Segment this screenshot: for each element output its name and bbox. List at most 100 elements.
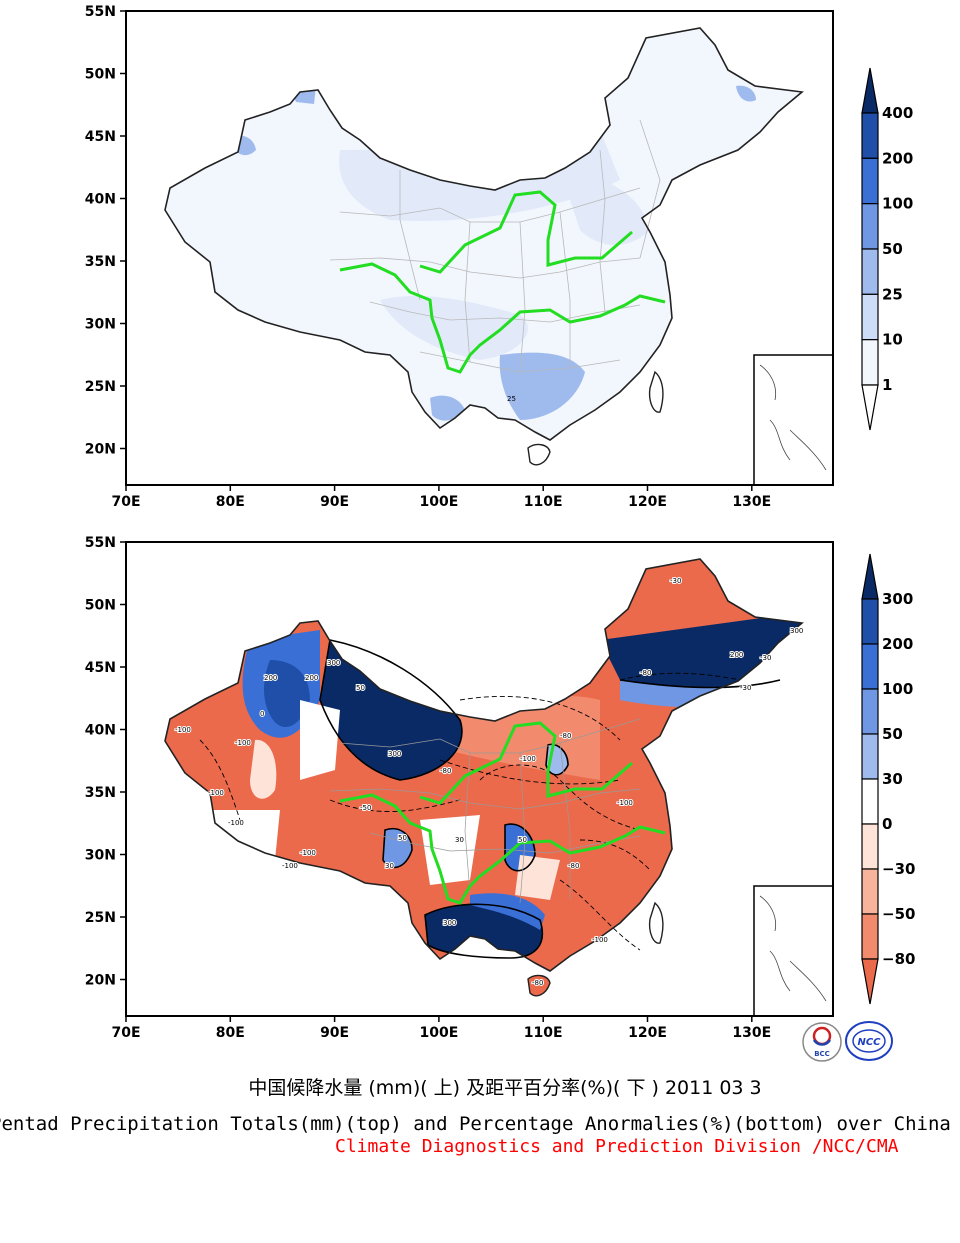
top-lon-label: 120E bbox=[628, 494, 667, 510]
top-lat-label: 35N bbox=[85, 254, 116, 270]
top-lon-label: 110E bbox=[524, 494, 563, 510]
bcc-logo: BCC bbox=[802, 1022, 842, 1062]
bottom-contour-label: 50 bbox=[518, 836, 527, 844]
bottom-lon-label: 110E bbox=[524, 1025, 563, 1041]
bottom-taiwan bbox=[648, 901, 664, 944]
bottom-colorbar-label: −50 bbox=[882, 905, 915, 923]
top-province-borders bbox=[329, 119, 661, 373]
top-hainan bbox=[527, 443, 551, 466]
bottom-contour-label: -100 bbox=[300, 849, 316, 857]
top-lat-label: 25N bbox=[85, 379, 116, 395]
bottom-colorbar-segment bbox=[861, 913, 879, 960]
bottom-contour-label: 50 bbox=[356, 684, 365, 692]
top-lat-label: 45N bbox=[85, 129, 116, 145]
top-colorbar-label: 100 bbox=[882, 195, 913, 213]
top-map-frame bbox=[125, 10, 834, 486]
top-colorbar-segment bbox=[861, 157, 879, 205]
top-colorbar-segment bbox=[861, 248, 879, 295]
bottom-lat-label: 35N bbox=[85, 785, 116, 801]
bottom-lon-label: 90E bbox=[320, 1025, 349, 1041]
title-english: Pentad Precipitation Totals(mm)(top) and… bbox=[0, 1113, 951, 1135]
bottom-colorbar-label: 100 bbox=[882, 680, 913, 698]
bottom-colorbar-label: 50 bbox=[882, 725, 903, 743]
bottom-yangtze-river bbox=[339, 793, 666, 905]
bottom-colorbar-segment bbox=[861, 823, 879, 870]
bottom-lon-label: 120E bbox=[628, 1025, 667, 1041]
top-taiwan bbox=[648, 370, 664, 413]
bottom-contour-label: 50 bbox=[398, 834, 407, 842]
bottom-contour-label: -80 bbox=[568, 862, 579, 870]
top-lat-label: 55N bbox=[85, 4, 116, 20]
top-colorbar-segment bbox=[861, 339, 879, 386]
top-lat-label: 50N bbox=[85, 67, 116, 83]
bottom-colorbar-segment bbox=[861, 868, 879, 915]
svg-text:NCC: NCC bbox=[857, 1037, 881, 1048]
top-colorbar-label: 1 bbox=[882, 376, 892, 394]
bottom-yellow-river bbox=[419, 721, 633, 805]
bottom-colorbar-segment bbox=[861, 733, 879, 780]
bottom-province-borders bbox=[329, 718, 641, 904]
bottom-contour-label: 300 bbox=[388, 750, 401, 758]
bottom-contour-label: -100 bbox=[592, 936, 608, 944]
bottom-colorbar-segment bbox=[861, 688, 879, 735]
top-lat-label: 30N bbox=[85, 317, 116, 333]
bottom-colorbar-segment bbox=[861, 598, 879, 645]
bottom-lat-ticks: 55N 50N 45N 40N 35N 30N 25N 20N bbox=[85, 535, 126, 989]
top-colorbar-label: 25 bbox=[882, 285, 903, 303]
top-lat-label: 40N bbox=[85, 192, 116, 208]
top-lon-label: 100E bbox=[420, 494, 459, 510]
bottom-lat-label: 20N bbox=[85, 973, 116, 989]
bottom-contour-label: 300 bbox=[790, 627, 803, 635]
bottom-lon-label: 70E bbox=[111, 1025, 140, 1041]
bottom-colorbar-label: 200 bbox=[882, 635, 913, 653]
top-colorbar-segment bbox=[861, 203, 879, 250]
top-contour-label: 25 bbox=[507, 395, 516, 403]
bottom-contour-label: -30 bbox=[670, 577, 681, 585]
top-colorbar-label: 200 bbox=[882, 149, 913, 167]
bottom-anomaly-fills bbox=[165, 559, 802, 971]
bottom-colorbar-bottom-cap bbox=[861, 958, 879, 1005]
bottom-contour-label: 200 bbox=[305, 674, 318, 682]
bottom-colorbar-segment bbox=[861, 643, 879, 690]
top-lon-label: 80E bbox=[216, 494, 245, 510]
bottom-colorbar-label: −80 bbox=[882, 950, 915, 968]
bottom-contour-label: -100 bbox=[282, 862, 298, 870]
bottom-anomaly-map: -100-100-100-100-100-100-50-80-100-80-10… bbox=[85, 535, 916, 1041]
top-lon-label: 90E bbox=[320, 494, 349, 510]
bottom-contour-label: 200 bbox=[730, 651, 743, 659]
bottom-contour-label: -30 bbox=[760, 654, 771, 662]
bottom-lon-label: 130E bbox=[732, 1025, 771, 1041]
bottom-contour-label: 200 bbox=[264, 674, 277, 682]
bottom-colorbar-segment bbox=[861, 778, 879, 825]
bottom-contour-label: 0 bbox=[260, 710, 264, 718]
bottom-lat-label: 40N bbox=[85, 723, 116, 739]
bottom-contour-label: -30 bbox=[740, 684, 751, 692]
bottom-contour-label: 300 bbox=[443, 919, 456, 927]
bottom-lat-label: 25N bbox=[85, 910, 116, 926]
top-colorbar-label: 10 bbox=[882, 331, 903, 349]
bottom-contour-label: -80 bbox=[560, 732, 571, 740]
ncc-logo: NCC bbox=[845, 1021, 893, 1061]
top-colorbar-label: 400 bbox=[882, 104, 913, 122]
top-colorbar-segment bbox=[861, 112, 879, 159]
bottom-lat-label: 45N bbox=[85, 660, 116, 676]
bottom-contour-label: -100 bbox=[175, 726, 191, 734]
top-colorbar-label: 50 bbox=[882, 240, 903, 258]
top-lon-label: 70E bbox=[111, 494, 140, 510]
top-lat-label: 20N bbox=[85, 442, 116, 458]
bottom-lat-label: 50N bbox=[85, 598, 116, 614]
bottom-colorbar-label: 300 bbox=[882, 590, 913, 608]
bottom-contour-label: -50 bbox=[360, 804, 371, 812]
bottom-contour-label: 300 bbox=[327, 659, 340, 667]
bottom-map-frame bbox=[125, 541, 834, 1017]
top-precip-map: 25 55N 50N 45N 40N 35N 30N 25N 20N 70E 80E 90E 100… bbox=[85, 4, 914, 510]
bottom-contour-label: -80 bbox=[440, 767, 451, 775]
svg-text:BCC: BCC bbox=[814, 1050, 830, 1058]
bottom-zero-contours bbox=[319, 639, 781, 959]
title-organization: Climate Diagnostics and Prediction Divis… bbox=[335, 1136, 899, 1157]
bottom-contour-label: -100 bbox=[617, 799, 633, 807]
top-colorbar-top-cap bbox=[861, 67, 879, 114]
bottom-lon-ticks: 70E 80E 90E 100E 110E 120E 130E bbox=[111, 1016, 771, 1041]
bottom-lat-label: 30N bbox=[85, 848, 116, 864]
